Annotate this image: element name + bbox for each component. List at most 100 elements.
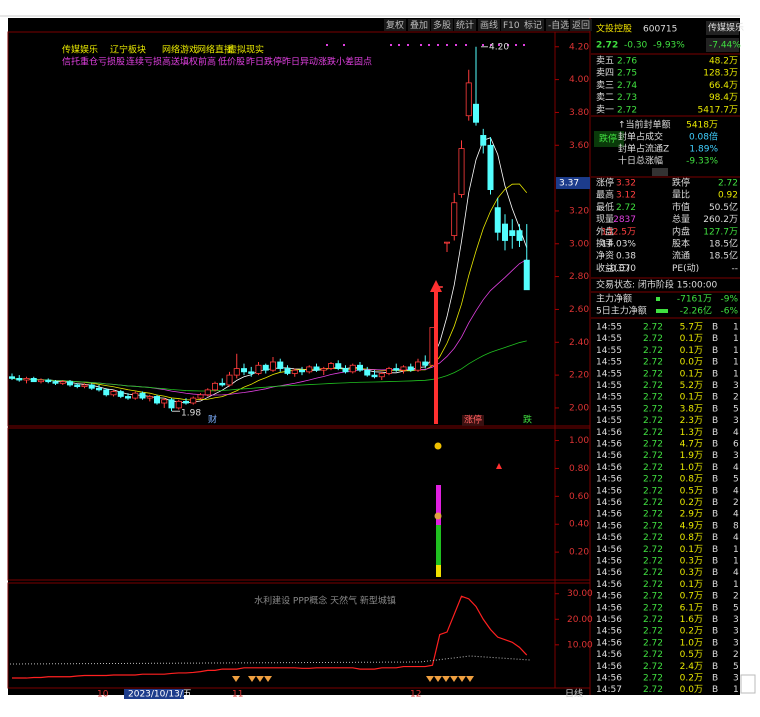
marker-dot (407, 44, 409, 46)
tick-time: 14:56 (596, 486, 622, 496)
candle-body (494, 207, 501, 233)
candle-body (226, 374, 233, 386)
stat-name: 内盘 (672, 225, 690, 237)
tick-price: 2.72 (643, 521, 663, 531)
toolbar-button[interactable]: 返回 (572, 19, 590, 31)
tick-side: B (712, 404, 718, 414)
flow-name: 主力净额 (596, 293, 632, 305)
tick-count: 4 (733, 428, 739, 438)
tick-volume: 0.1万 (680, 334, 703, 344)
candle-body (262, 364, 269, 371)
stat-name: 外盘 (596, 225, 614, 237)
candle-body (523, 259, 530, 291)
tick-time: 14:55 (596, 369, 622, 379)
toolbar-button[interactable]: 标记 (524, 19, 542, 31)
toolbar-button[interactable]: F10 (503, 21, 520, 31)
stat-value: -- (732, 264, 739, 274)
stat-value: 127.7万 (703, 227, 738, 237)
tick-count: 2 (733, 592, 739, 602)
tick-volume: 0.2万 (680, 674, 703, 684)
candle-body (175, 400, 182, 409)
tick-side: B (712, 440, 718, 450)
tick-count: 4 (733, 510, 739, 520)
tick-volume: 1.0万 (680, 463, 703, 473)
toolbar-button[interactable]: 复权 (386, 19, 404, 31)
sector-button-bg[interactable] (706, 21, 739, 35)
low-label: 1.98 (181, 409, 201, 419)
marker-dot (437, 44, 439, 46)
marker-dot (490, 44, 492, 46)
tick-time: 14:56 (596, 592, 622, 602)
y-tick-label: 2.60 (569, 305, 589, 315)
candle-body (59, 381, 66, 384)
tick-side: B (712, 627, 718, 637)
tick-side: B (712, 416, 718, 426)
candle-body (23, 377, 30, 381)
y-tick-label: 2.00 (569, 403, 589, 413)
candle-body (30, 377, 37, 383)
signal-bar (436, 565, 441, 577)
candle-body (161, 399, 168, 404)
candle-body (458, 148, 465, 195)
stat-value: 18.5亿 (709, 238, 738, 250)
candle-body (465, 82, 472, 117)
candle-body (45, 379, 52, 383)
tick-side: B (712, 662, 718, 672)
toolbar-button[interactable]: 多股 (433, 19, 451, 31)
candle-body (153, 396, 160, 404)
toolbar-button-bg[interactable] (501, 19, 523, 31)
marker-dot (515, 44, 517, 46)
tick-count: 5 (733, 475, 739, 485)
toolbar-button[interactable]: 画线 (480, 19, 498, 31)
flow-bar (656, 309, 668, 313)
tick-volume: 5.7万 (680, 323, 703, 333)
marker-dot (455, 44, 457, 46)
toolbar-button-bg[interactable] (546, 19, 568, 31)
sector-button[interactable]: 传媒娱乐 (708, 22, 744, 34)
signal-icon (434, 512, 442, 520)
x-tick-label: 12 (410, 690, 421, 700)
candle-body (509, 230, 516, 236)
scroll-button[interactable] (740, 674, 756, 694)
tick-volume: 4.7万 (680, 440, 703, 450)
toolbar-button-bg[interactable] (570, 19, 592, 31)
toolbar-button[interactable]: 统计 (456, 19, 474, 31)
tick-side: B (712, 580, 718, 590)
candle-body (349, 364, 356, 373)
candle-body (240, 368, 247, 373)
tick-volume: 0.8万 (680, 475, 703, 485)
tick-side: B (712, 369, 718, 379)
toolbar-button[interactable]: -自选 (548, 19, 569, 31)
toolbar-button-bg[interactable] (408, 19, 430, 31)
candle-body (356, 364, 363, 371)
tick-volume: 2.9万 (680, 510, 703, 520)
tick-count: 2 (733, 650, 739, 660)
toolbar-button-bg[interactable] (478, 19, 500, 31)
y-tick-label: 3.60 (569, 141, 589, 151)
candle-body (81, 384, 88, 388)
tick-count: 5 (733, 404, 739, 414)
stat-name: 跌停 (672, 177, 690, 189)
tick-time: 14:56 (596, 463, 622, 473)
toolbar-button-bg[interactable] (522, 19, 544, 31)
candle-body (52, 381, 59, 384)
stat-name: 最高 (596, 189, 614, 201)
candle-body (125, 396, 132, 399)
toolbar-button[interactable]: 叠加 (410, 20, 428, 31)
event-bg (462, 415, 484, 426)
tick-price: 2.72 (643, 369, 663, 379)
toolbar-button-bg[interactable] (431, 19, 453, 31)
high-label: 4.20 (489, 42, 509, 52)
tick-side: B (712, 463, 718, 473)
expand-button[interactable] (652, 168, 668, 176)
toolbar-button-bg[interactable] (454, 19, 476, 31)
toolbar-button-bg[interactable] (384, 19, 406, 31)
feature-tag: 涨跌小差固点 (318, 56, 372, 68)
candle-body (255, 364, 262, 374)
y-tick-label: 2.40 (569, 338, 589, 348)
stat-name: 总量 (672, 213, 690, 225)
seal-name: 封单占成交 (618, 131, 663, 143)
stat-value: 2.72 (616, 203, 636, 213)
tick-price: 2.72 (643, 533, 663, 543)
tick-price: 2.72 (643, 557, 663, 567)
